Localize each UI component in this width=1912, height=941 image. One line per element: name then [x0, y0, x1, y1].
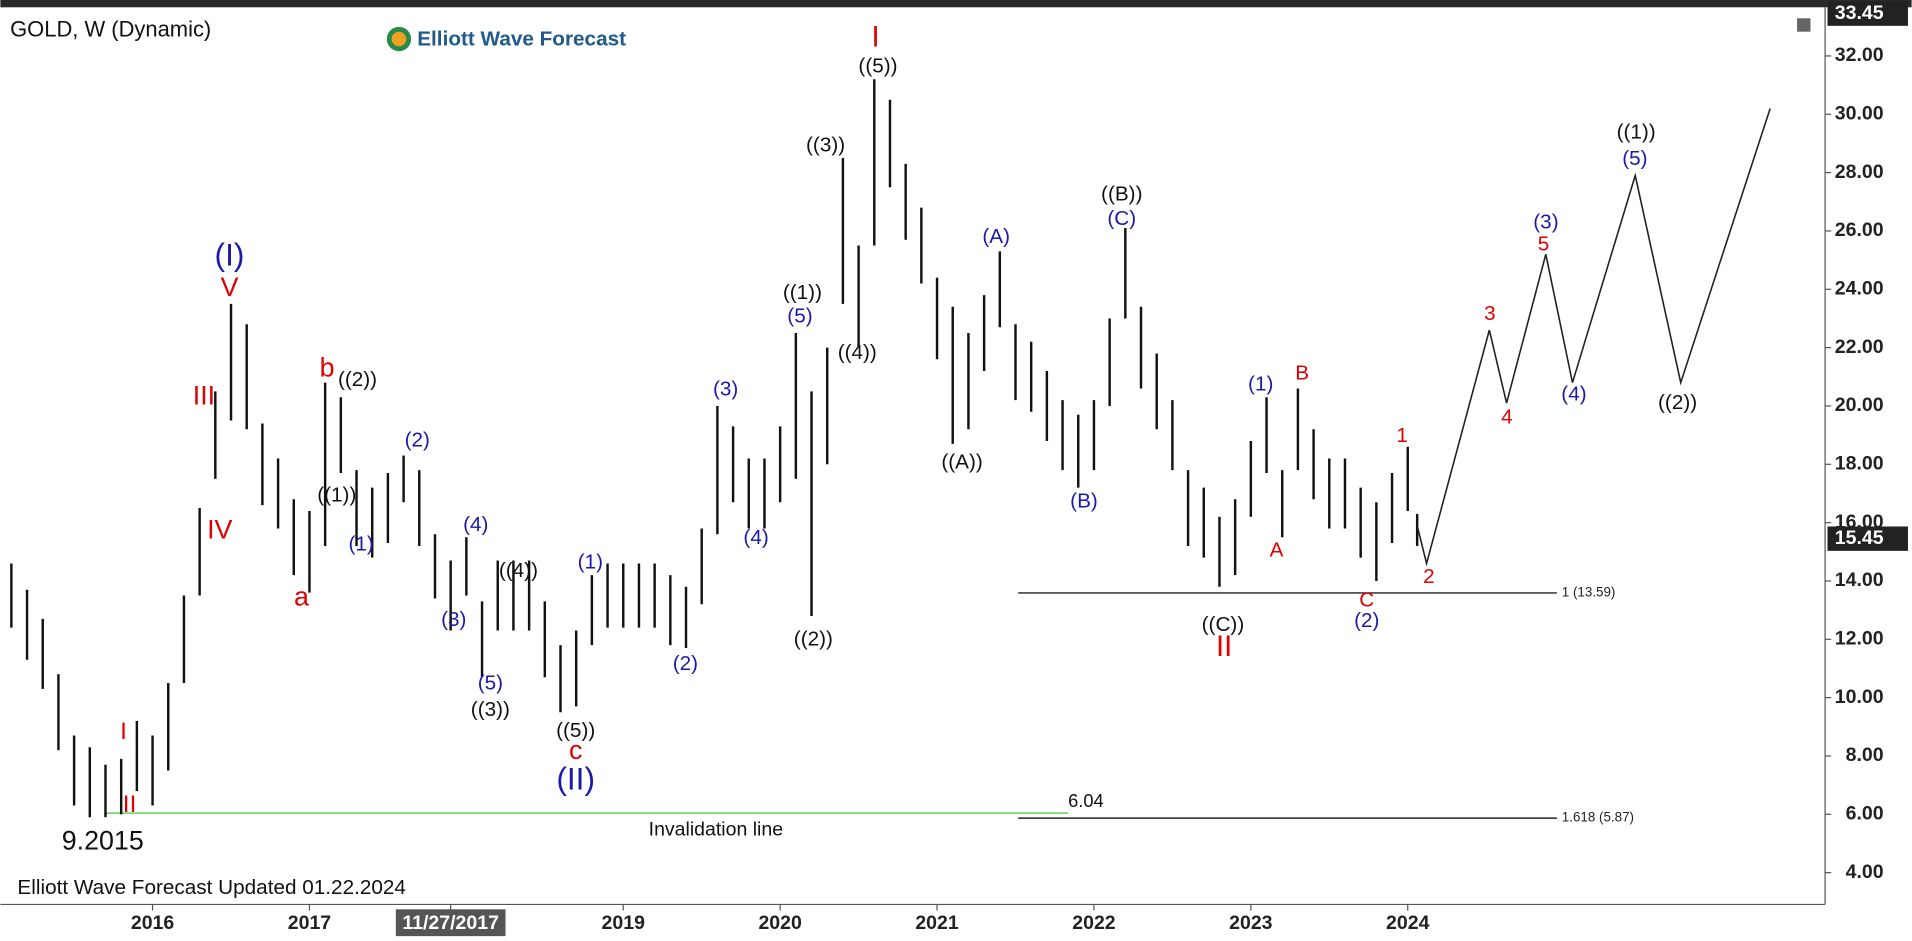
wave-label: A	[1270, 538, 1284, 561]
y-tick-label: 18.00	[1835, 452, 1884, 474]
wave-label: (5)	[478, 671, 503, 694]
x-tick-label: 2022	[1072, 912, 1116, 934]
wave-label: ((A))	[941, 451, 982, 474]
wave-label: ((1))	[1617, 120, 1656, 143]
logo-icon-inner	[391, 31, 407, 47]
y-tick-label: 20.00	[1835, 394, 1884, 416]
wave-label: (2)	[405, 429, 430, 452]
wave-label: C	[1359, 588, 1374, 611]
date-note: 9.2015	[62, 825, 144, 855]
wave-label: (2)	[1354, 609, 1379, 632]
wave-label: (A)	[982, 225, 1010, 248]
wave-label: ((5))	[858, 55, 897, 78]
level-label: 1.618 (5.87)	[1562, 810, 1634, 825]
wave-label: (1)	[578, 551, 603, 574]
wave-label: (4)	[1561, 382, 1586, 405]
wave-label: (5)	[787, 304, 812, 327]
top-marker-box	[1827, 1, 1908, 26]
wave-label: 1	[1396, 424, 1408, 447]
wave-label: I	[871, 22, 879, 54]
level-note: Invalidation line	[649, 818, 783, 840]
wave-label: ((4))	[838, 341, 877, 364]
wave-label: ((B))	[1101, 182, 1142, 205]
y-tick-label: 8.00	[1846, 744, 1884, 766]
x-tick-label: 2023	[1229, 912, 1273, 934]
wave-label: (C)	[1107, 207, 1136, 230]
x-tick-label: 2021	[915, 912, 959, 934]
chart-title: GOLD, W (Dynamic)	[10, 16, 211, 41]
wave-label: III	[193, 380, 215, 410]
x-crosshair-tag	[395, 909, 506, 937]
wave-label: II	[1216, 631, 1232, 663]
top-marker: 33.45	[1835, 2, 1884, 24]
wave-label: I	[120, 718, 127, 745]
x-tick-label: 11/27/2017	[402, 912, 499, 934]
wave-label: 3	[1484, 302, 1496, 325]
wave-label: (1)	[349, 532, 374, 555]
wave-label: ((1))	[317, 484, 356, 507]
window-icon	[1797, 18, 1811, 32]
y-tick-label: 32.00	[1835, 44, 1884, 66]
y-tick-label: 14.00	[1835, 569, 1884, 591]
wave-label: ((3))	[806, 134, 845, 157]
wave-label: (5)	[1622, 147, 1647, 170]
wave-label: II	[123, 791, 137, 818]
wave-label: ((C))	[1202, 613, 1245, 636]
x-tick-label: 2024	[1386, 912, 1430, 934]
y-tick-label: 10.00	[1835, 686, 1884, 708]
wave-label: IV	[207, 515, 232, 545]
wave-label: (B)	[1070, 490, 1098, 513]
y-tick-label: 24.00	[1835, 277, 1884, 299]
wave-label: (II)	[556, 761, 595, 797]
x-tick-label: 2020	[758, 912, 802, 934]
wave-label: ((5))	[556, 719, 595, 742]
wave-label: 4	[1501, 406, 1513, 429]
brand: Elliott Wave Forecast	[417, 28, 626, 51]
footer: Elliott Wave Forecast Updated 01.22.2024	[17, 876, 406, 899]
wave-label: (3)	[441, 608, 466, 631]
level-label: 1 (13.59)	[1562, 584, 1616, 599]
wave-label: ((2))	[338, 368, 377, 391]
wave-label: (I)	[215, 237, 245, 273]
wave-label: (1)	[1248, 373, 1273, 396]
wave-label: B	[1295, 362, 1309, 385]
level-label: 6.04	[1068, 790, 1104, 811]
wave-label: ((3))	[471, 698, 510, 721]
last-price: 15.45	[1835, 527, 1884, 549]
y-tick-label: 12.00	[1835, 627, 1884, 649]
wave-label: (3)	[1533, 211, 1558, 234]
y-tick-label: 6.00	[1846, 802, 1884, 824]
wave-label: ((2))	[1658, 391, 1697, 414]
wave-label: V	[221, 272, 239, 302]
wave-label: ((4))	[499, 559, 538, 582]
wave-label: (4)	[743, 526, 768, 549]
wave-label: c	[569, 735, 582, 765]
y-tick-label: 28.00	[1835, 161, 1884, 183]
wave-label: (2)	[673, 652, 698, 675]
x-tick-label: 2017	[288, 912, 331, 934]
logo: Elliott Wave Forecast	[386, 26, 626, 52]
x-tick-label: 2016	[131, 912, 175, 934]
wave-label: 5	[1538, 232, 1550, 255]
y-tick-label: 26.00	[1835, 219, 1884, 241]
wave-label: 2	[1423, 565, 1435, 588]
y-tick-label: 22.00	[1835, 336, 1884, 358]
projection-line	[1416, 108, 1771, 567]
wave-label: a	[294, 582, 309, 612]
y-tick-label: 4.00	[1846, 861, 1884, 883]
wave-label: (4)	[463, 513, 488, 536]
top-bar	[0, 0, 1912, 8]
wave-label: ((1))	[783, 281, 822, 304]
last-price-box	[1827, 526, 1908, 551]
x-tick-label: 2019	[602, 912, 646, 934]
wave-label: (3)	[713, 378, 738, 401]
wave-label: b	[320, 352, 335, 382]
y-tick-label: 30.00	[1835, 102, 1884, 124]
wave-label: ((2))	[794, 627, 833, 650]
